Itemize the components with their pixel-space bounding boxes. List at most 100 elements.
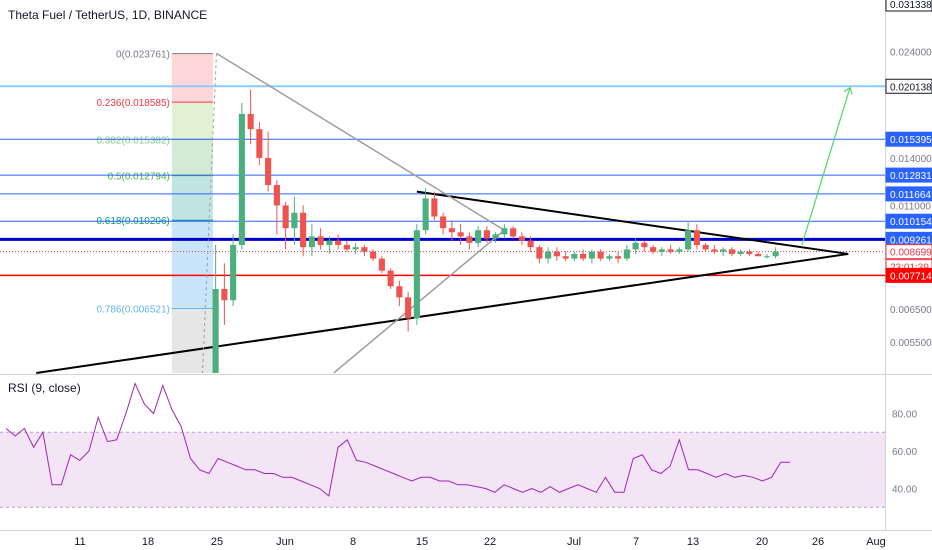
candle-body xyxy=(571,253,578,259)
x-tick-label: Jul xyxy=(567,536,581,548)
price-tag-label: 0.009261 xyxy=(890,235,932,246)
price-tag: 0.007714 xyxy=(885,267,932,283)
candle-body xyxy=(431,198,438,217)
price-tag-label: 0.020138 xyxy=(890,82,932,93)
candle-body xyxy=(632,242,639,250)
candle-body xyxy=(746,251,753,254)
fib-zone xyxy=(171,175,213,221)
candle-body xyxy=(615,256,622,259)
candle-body xyxy=(265,157,272,186)
price-tag-label: 0.015395 xyxy=(890,135,932,146)
candle-body xyxy=(693,230,700,245)
candle-body xyxy=(291,212,298,229)
resistance-trendline xyxy=(416,190,849,255)
price-tag: 0.015395 xyxy=(885,131,932,147)
candle-body xyxy=(588,251,595,259)
x-tick-label: Jun xyxy=(276,536,294,548)
x-tick-label: Aug xyxy=(866,536,886,548)
price-tag-bg xyxy=(885,244,932,260)
price-tag: 0.020138 xyxy=(885,78,932,94)
price-tag-label: 0.007714 xyxy=(890,271,932,282)
x-tick-label: 11 xyxy=(74,536,85,548)
y-tick-label: 0.024000 xyxy=(890,48,932,59)
support-trendline xyxy=(36,252,849,374)
candle-body xyxy=(326,240,333,245)
price-tag-label: 0.012831 xyxy=(890,171,932,182)
candle-body xyxy=(580,253,587,259)
price-tag-bg xyxy=(885,131,932,147)
candle-body xyxy=(667,249,674,252)
candle-body xyxy=(370,251,377,259)
fib-label: 0.786(0.006521) xyxy=(96,304,169,315)
candle-body xyxy=(597,251,604,259)
price-tag-label: 0.010154 xyxy=(890,217,932,228)
candle-body xyxy=(702,244,709,250)
candle-body xyxy=(457,232,464,237)
candle-body xyxy=(737,251,744,254)
rsi-title: RSI (9, close) xyxy=(8,381,81,395)
candle-body xyxy=(317,236,324,245)
candle-body xyxy=(352,247,359,250)
candle-body xyxy=(492,234,499,239)
candle-body xyxy=(238,113,245,245)
rsi-pane xyxy=(0,382,885,508)
candle-body xyxy=(308,236,315,248)
candle-body xyxy=(545,251,552,259)
candle-body xyxy=(448,228,455,233)
candle-body xyxy=(553,251,560,257)
candle-body xyxy=(711,249,718,252)
rsi-tick-label: 80.00 xyxy=(892,410,917,421)
price-tag-bg xyxy=(885,267,932,283)
candle-body xyxy=(606,256,613,259)
candle-body xyxy=(335,240,342,245)
x-tick-label: 15 xyxy=(416,536,428,548)
candle-body xyxy=(772,251,779,257)
candle-body xyxy=(422,198,429,231)
x-tick-label: 7 xyxy=(633,536,639,548)
candle-body xyxy=(501,228,508,235)
candle-body xyxy=(466,236,473,243)
rsi-tick-label: 60.00 xyxy=(892,447,917,458)
chart-title: Theta Fuel / TetherUS, 1D, BINANCE xyxy=(8,8,208,22)
candle-body xyxy=(282,205,289,229)
arrow-head xyxy=(843,86,853,95)
fib-label: 0(0.023761) xyxy=(116,50,170,61)
candle-body xyxy=(562,256,569,259)
candle-body xyxy=(676,249,683,252)
candle-body xyxy=(685,230,692,250)
candle-body xyxy=(405,297,412,319)
candle-body xyxy=(396,286,403,298)
fib-zone xyxy=(171,139,213,176)
price-tag: 0.008699 xyxy=(885,244,932,260)
y-tick-label: 0.011000 xyxy=(890,201,931,212)
candle-body xyxy=(536,247,543,259)
candle-body xyxy=(413,230,420,319)
candle-body xyxy=(256,129,263,158)
y-tick-label: 0.014000 xyxy=(890,154,932,165)
x-tick-label: 13 xyxy=(687,536,699,548)
candle-body xyxy=(527,240,534,248)
price-tag: 0.011664 xyxy=(885,186,932,202)
candle-body xyxy=(300,212,307,248)
x-tick-label: 8 xyxy=(350,536,356,548)
candle-body xyxy=(623,249,630,259)
price-tag-label: 0.031338 xyxy=(890,0,932,11)
x-tick-label: 25 xyxy=(211,536,223,548)
x-tick-label: 22 xyxy=(484,536,496,548)
x-tick-label: 20 xyxy=(756,536,768,548)
fib-zone xyxy=(171,308,213,373)
x-tick-label: 26 xyxy=(812,536,824,548)
fib-trend xyxy=(202,53,217,374)
price-tag-label: 0.011664 xyxy=(890,190,931,201)
candle-body xyxy=(510,228,517,237)
price-tag-bg xyxy=(885,167,932,183)
candle-body xyxy=(728,249,735,254)
candle-body xyxy=(343,244,350,250)
fib-zone xyxy=(171,53,213,103)
candle-body xyxy=(247,113,254,130)
candle-body xyxy=(720,249,727,252)
price-tag-bg xyxy=(885,78,932,94)
price-tag-label: 0.008699 xyxy=(890,248,932,259)
